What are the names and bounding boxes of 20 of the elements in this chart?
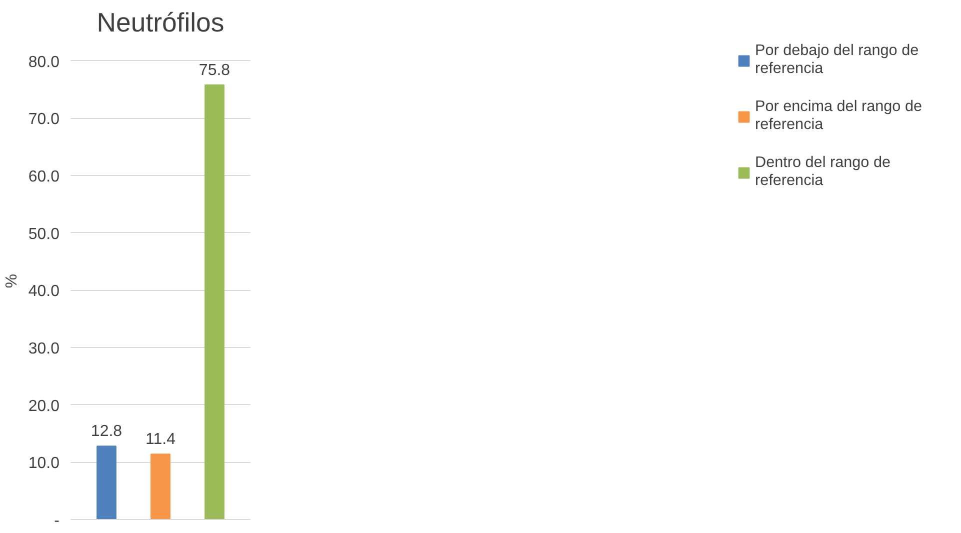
- y-tick-label: 20.0: [28, 398, 60, 415]
- bar: [96, 446, 116, 520]
- data-label: 11.4: [146, 431, 176, 448]
- y-tick-label: 10.0: [28, 455, 60, 472]
- y-axis-title: %: [3, 274, 20, 288]
- y-tick-label: 50.0: [28, 226, 60, 243]
- legend-label: Por debajo del rango de referencia: [755, 42, 920, 78]
- data-label: 75.8: [198, 62, 230, 79]
- bar: [204, 84, 224, 520]
- y-tick-label: 60.0: [28, 168, 60, 186]
- y-tick-label: 80.0: [28, 54, 60, 71]
- y-tick-label: 70.0: [28, 111, 60, 128]
- chart-title: Neutrófilos: [96, 8, 224, 38]
- y-tick-label: 30.0: [28, 340, 60, 358]
- legend-label: Por encima del rango de referencia: [755, 98, 924, 134]
- y-tick-label: -: [54, 512, 60, 530]
- legend-label: Dentro del rango de referencia: [755, 154, 892, 190]
- bar: [150, 454, 170, 520]
- y-tick-label: 40.0: [28, 283, 60, 300]
- data-label: 12.8: [90, 423, 122, 440]
